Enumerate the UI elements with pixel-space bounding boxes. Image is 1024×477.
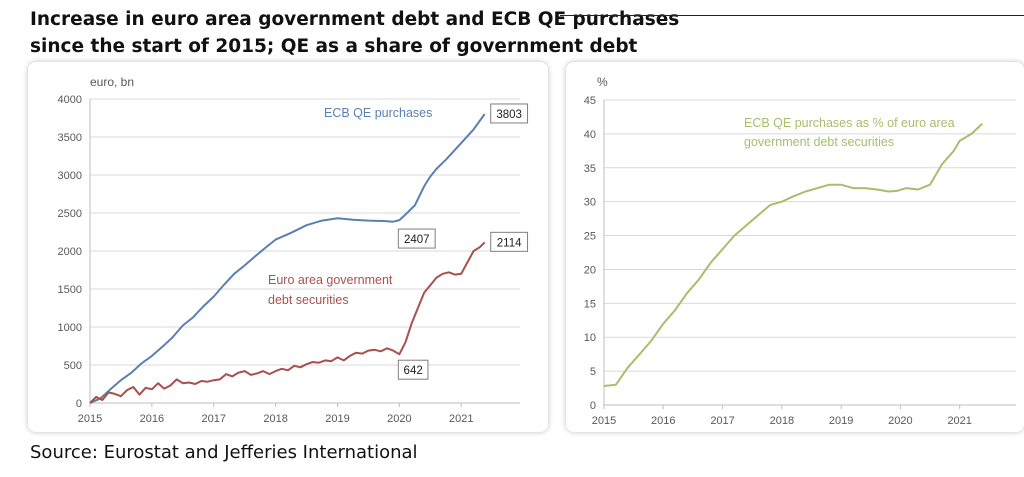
y-axis-label: euro, bn	[90, 75, 134, 89]
callout-box	[397, 228, 436, 249]
y-tick-label: 0	[590, 400, 596, 412]
callout-box	[490, 231, 529, 252]
series-annotation: ECB QE purchases as % of euro area	[744, 116, 955, 130]
x-tick-label: 2017	[710, 415, 734, 427]
source-note: Source: Eurostat and Jefferies Internati…	[30, 442, 418, 463]
y-tick-label: 1500	[58, 284, 82, 296]
y-tick-label: 0	[76, 398, 82, 410]
series-annotation: ECB QE purchases	[324, 106, 432, 120]
y-tick-label: 35	[584, 163, 596, 175]
y-tick-label: 500	[64, 360, 82, 372]
y-tick-label: 20	[584, 264, 596, 276]
y-tick-label: 3000	[58, 170, 82, 182]
y-tick-label: 3500	[58, 132, 82, 144]
series-annotation: debt securities	[268, 293, 349, 307]
left-chart: 0 500 1000 1500 2000 2500 3000 3500 4000 2015 2016…	[58, 75, 529, 425]
x-tick-label: 2018	[770, 415, 794, 427]
y-axis-label: %	[597, 75, 608, 89]
y-tick-label: 25	[584, 231, 596, 243]
x-tick-label: 2020	[387, 413, 411, 425]
title-rule	[560, 15, 1024, 16]
series-annotation: government debt securities	[744, 135, 894, 149]
y-tick-label: 2000	[58, 246, 82, 258]
y-tick-label: 15	[584, 298, 596, 310]
y-tick-label: 1000	[58, 322, 82, 334]
y-tick-label: 5	[590, 366, 596, 378]
series-line-1	[603, 122, 983, 387]
chart-title: Increase in euro area government debt an…	[30, 6, 679, 60]
x-tick-label: 2020	[888, 415, 912, 427]
right-chart-panel: 0 5 10 15 20 25 30 35 40 45 2015 2016 2017 2018 2019 20…	[566, 62, 1024, 432]
y-tick-label: 10	[584, 332, 596, 344]
callout-label: 3803	[496, 109, 522, 121]
x-tick-label: 2017	[201, 413, 225, 425]
chart-title-line-1: Increase in euro area government debt an…	[30, 9, 680, 30]
x-tick-label: 2019	[325, 413, 349, 425]
series-line-2	[89, 241, 486, 404]
y-tick-label: 2500	[58, 208, 82, 220]
x-tick-label: 2019	[829, 415, 853, 427]
x-tick-label: 2015	[592, 415, 616, 427]
callout-box	[397, 359, 429, 380]
callout-label: 2114	[497, 237, 522, 249]
y-tick-label: 30	[584, 197, 596, 209]
series-annotation: Euro area government	[268, 273, 393, 287]
y-tick-label: 40	[584, 129, 596, 141]
x-tick-label: 2016	[140, 413, 164, 425]
callout-box	[490, 103, 529, 124]
y-tick-label: 45	[584, 95, 596, 107]
x-tick-label: 2021	[449, 413, 473, 425]
callout-label: 2407	[404, 234, 430, 246]
x-tick-label: 2018	[263, 413, 287, 425]
x-tick-label: 2021	[947, 415, 971, 427]
y-tick-label: 4000	[58, 94, 82, 106]
callout-label: 642	[404, 365, 423, 377]
chart-title-line-2: since the start of 2015; QE as a share o…	[30, 36, 638, 57]
x-tick-label: 2015	[78, 413, 102, 425]
right-chart: 0 5 10 15 20 25 30 35 40 45 2015 2016 2017 2018 2019 20…	[584, 75, 1016, 427]
x-tick-label: 2016	[651, 415, 675, 427]
series-line-1	[89, 113, 486, 404]
left-chart-panel: 0 500 1000 1500 2000 2500 3000 3500 4000 2015 2016…	[28, 62, 548, 432]
